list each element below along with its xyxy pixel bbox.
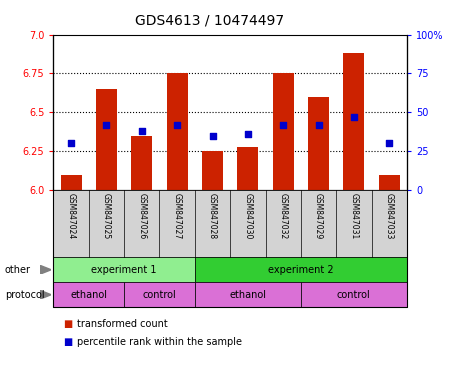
Bar [308, 97, 329, 190]
Text: control: control [143, 290, 176, 300]
Text: protocol: protocol [5, 290, 44, 300]
Bar [379, 175, 400, 190]
Text: experiment 1: experiment 1 [92, 265, 157, 275]
Polygon shape [40, 290, 51, 300]
Point [138, 128, 146, 134]
Bar [343, 53, 365, 190]
Text: GSM847032: GSM847032 [279, 194, 288, 240]
Text: GSM847029: GSM847029 [314, 194, 323, 240]
Point [103, 122, 110, 128]
Bar [60, 175, 82, 190]
Point [209, 132, 216, 139]
Bar [237, 147, 259, 190]
Text: control: control [337, 290, 371, 300]
Text: percentile rank within the sample: percentile rank within the sample [77, 337, 242, 347]
Text: transformed count: transformed count [77, 319, 167, 329]
Point [279, 122, 287, 128]
Bar [272, 73, 294, 190]
Text: ■: ■ [63, 319, 72, 329]
Bar [202, 151, 223, 190]
Text: ■: ■ [63, 337, 72, 347]
Text: experiment 2: experiment 2 [268, 265, 334, 275]
Bar [131, 136, 153, 190]
Text: GSM847024: GSM847024 [66, 194, 76, 240]
Point [244, 131, 252, 137]
Text: ethanol: ethanol [229, 290, 266, 300]
Text: GSM847031: GSM847031 [349, 194, 359, 240]
Text: GSM847028: GSM847028 [208, 194, 217, 240]
Text: GSM847033: GSM847033 [385, 194, 394, 240]
Text: GSM847027: GSM847027 [173, 194, 182, 240]
Point [315, 122, 322, 128]
Text: other: other [5, 265, 31, 275]
Point [385, 141, 393, 147]
Text: GSM847026: GSM847026 [137, 194, 146, 240]
Bar [96, 89, 117, 190]
Text: GDS4613 / 10474497: GDS4613 / 10474497 [135, 13, 284, 27]
Text: ethanol: ethanol [70, 290, 107, 300]
Polygon shape [40, 265, 51, 274]
Point [67, 141, 75, 147]
Text: GSM847025: GSM847025 [102, 194, 111, 240]
Point [350, 114, 358, 120]
Point [173, 122, 181, 128]
Text: GSM847030: GSM847030 [243, 194, 252, 240]
Bar [166, 73, 188, 190]
